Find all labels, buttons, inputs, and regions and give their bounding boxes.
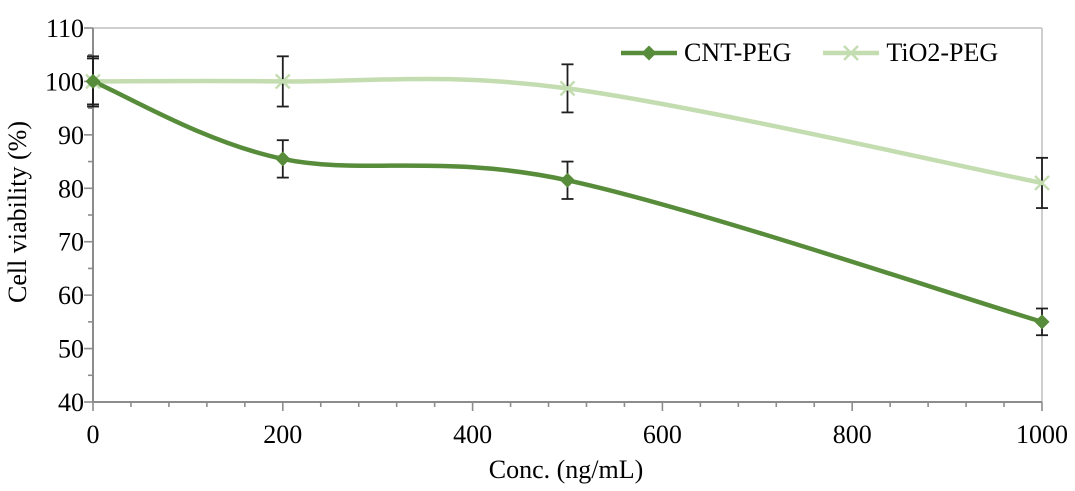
tio2-peg-line-marker-icon: [823, 45, 880, 61]
legend-item-cnt-peg[interactable]: CNT-PEG: [621, 38, 791, 68]
y-tick-label: 40: [58, 388, 84, 417]
y-axis-title: Cell viability (%): [3, 121, 32, 303]
series-markers-cnt-peg[interactable]: [85, 73, 1050, 330]
y-tick-label: 110: [46, 14, 84, 43]
marker-x-tio2-peg: [274, 73, 291, 90]
marker-x-tio2-peg: [1034, 175, 1050, 191]
y-tick-label: 70: [58, 228, 84, 257]
y-tick-label: 80: [58, 174, 84, 203]
legend-diamond-icon: [641, 45, 657, 61]
y-tick-label: 90: [58, 121, 84, 150]
legend-label-tio2-peg: TiO2-PEG: [886, 38, 999, 67]
marker-x-tio2-peg: [559, 80, 576, 97]
marker-diamond-cnt-peg: [1034, 314, 1050, 330]
y-tick-label: 100: [45, 67, 84, 96]
x-tick-label: 600: [643, 420, 682, 449]
series-markers-tio2-peg[interactable]: [85, 73, 1050, 191]
legend: CNT-PEG TiO2-PEG: [621, 38, 998, 68]
y-tick-label: 60: [58, 281, 84, 310]
legend-x-icon: [843, 45, 860, 61]
marker-diamond-cnt-peg: [560, 172, 575, 188]
legend-label-cnt-peg: CNT-PEG: [684, 38, 792, 67]
marker-diamond-cnt-peg: [85, 73, 101, 89]
marker-diamond-cnt-peg: [275, 151, 291, 167]
series-curve-tio2-peg[interactable]: [90, 76, 1045, 186]
x-tick-label: 800: [833, 420, 872, 449]
x-tick-label: 200: [263, 420, 302, 449]
y-tick-label: 50: [58, 335, 84, 364]
cnt-peg-line-marker-icon: [621, 45, 677, 61]
x-tick-label: 400: [453, 420, 492, 449]
x-tick-label: 1000: [1016, 420, 1068, 449]
legend-item-tio2-peg[interactable]: TiO2-PEG: [823, 38, 998, 68]
x-axis-title: Conc. (ng/mL): [488, 455, 644, 484]
series-curve-cnt-peg[interactable]: [90, 79, 1045, 325]
x-tick-label: 0: [87, 420, 100, 449]
